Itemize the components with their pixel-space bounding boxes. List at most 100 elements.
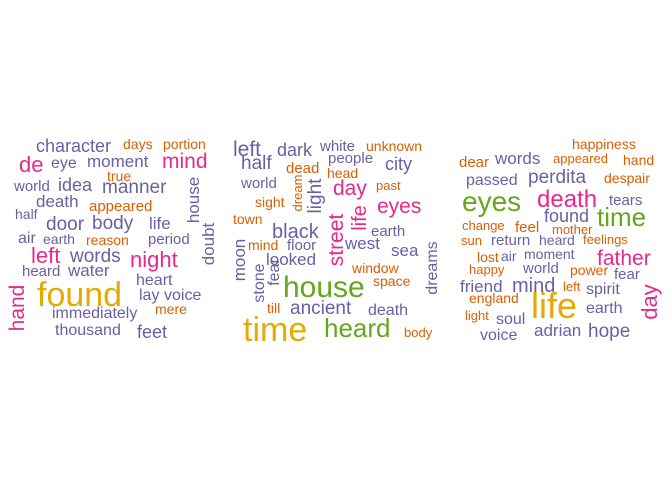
cloud-1-word-found: found (37, 276, 122, 314)
cloud-1-word-character: character (36, 136, 111, 156)
cloud-3-word-light: light (465, 308, 489, 323)
cloud-3-word-soul: soul (496, 311, 525, 328)
cloud-1-word-idea: idea (58, 175, 93, 195)
cloud-1-word-feet: feet (137, 322, 167, 342)
cloud-1-word-body: body (92, 213, 134, 234)
cloud-3-word-eyes: eyes (462, 186, 521, 217)
word-cloud-1: character days portion de eye moment mind true w… (6, 136, 218, 342)
cloud-2-word-white: white (319, 138, 355, 155)
cloud-1-word-earth: earth (43, 231, 75, 247)
cloud-1-word-air: air (18, 230, 36, 247)
cloud-3-word-spirit: spirit (586, 281, 620, 298)
cloud-1-word-days: days (123, 136, 153, 152)
cloud-2-word-light: light (305, 178, 326, 214)
cloud-2-word-left: left (233, 138, 261, 161)
cloud-3-word-earth: earth (586, 300, 622, 317)
cloud-3-word-england: england (469, 290, 519, 306)
cloud-2-word-sea: sea (391, 241, 419, 260)
cloud-2-word-ancient: ancient (290, 298, 352, 319)
cloud-3-word-death: death (537, 186, 597, 213)
cloud-2-word-life: life (349, 205, 371, 231)
cloud-2-word-house: house (283, 271, 365, 304)
cloud-1-word-house: house (184, 177, 203, 223)
cloud-3-word-world: world (522, 260, 559, 277)
cloud-3-word-time: time (597, 202, 646, 232)
cloud-1-word-reason: reason (86, 232, 129, 248)
cloud-3-word-voice: voice (480, 327, 517, 344)
cloud-1-word-de: de (19, 152, 43, 177)
cloud-2-word-sight: sight (255, 194, 285, 210)
cloud-2-word-dark: dark (277, 140, 313, 160)
cloud-3-word-moment: moment (524, 246, 575, 262)
cloud-1-word-words: words (69, 246, 121, 267)
cloud-1-word-period: period (148, 231, 190, 248)
cloud-3-word-left: left (563, 279, 581, 294)
cloud-2-word-past: past (376, 178, 401, 193)
cloud-3-word-despair: despair (604, 170, 650, 186)
cloud-2-word-looked: looked (266, 250, 316, 269)
cloud-2-word-earth: earth (371, 223, 405, 240)
cloud-3-word-dear: dear (459, 154, 489, 171)
cloud-2-word-fear: fear (266, 258, 283, 286)
cloud-2-word-death: death (368, 302, 408, 319)
cloud-1-word-mere: mere (155, 301, 187, 317)
cloud-3-word-appeared: appeared (553, 151, 608, 166)
cloud-1-word-left: left (31, 243, 60, 268)
cloud-3-word-found: found (544, 206, 589, 226)
cloud-3-word-friend: friend (460, 277, 503, 296)
word-cloud-3: happiness dear words appeared hand passed perd… (459, 136, 662, 344)
cloud-3-word-feelings: feelings (583, 232, 628, 247)
cloud-2-word-black: black (272, 221, 320, 243)
cloud-2-word-space: space (373, 273, 411, 289)
cloud-2-word-till: till (267, 300, 280, 316)
cloud-1-word-moment: moment (87, 152, 149, 171)
cloud-1-word-heart: heart (136, 272, 173, 289)
cloud-2-word-street: street (325, 214, 348, 267)
cloud-3-word-power: power (570, 262, 608, 278)
cloud-2-word-eyes: eyes (377, 195, 421, 218)
cloud-3-word-mind: mind (512, 275, 555, 297)
cloud-1-word-mind: mind (162, 150, 208, 173)
cloud-1-word-doubt: doubt (199, 222, 218, 265)
cloud-3-word-heard: heard (539, 232, 575, 248)
cloud-1-word-eye: eye (51, 155, 77, 172)
cloud-1-word-door: door (46, 214, 85, 235)
cloud-2-word-half: half (241, 153, 272, 174)
cloud-1-word-portion: portion (163, 136, 206, 152)
cloud-2-word-body: body (404, 325, 433, 340)
cloud-3-word-feel: feel (515, 219, 539, 236)
cloud-2-word-floor: floor (287, 237, 316, 254)
cloud-3-word-tears: tears (609, 192, 642, 209)
cloud-2-word-dreams: dreams (424, 241, 441, 294)
cloud-3-word-hope: hope (588, 321, 630, 342)
cloud-3-word-passed: passed (466, 172, 518, 189)
cloud-3-word-happy: happy (469, 262, 505, 277)
cloud-2-word-city: city (385, 154, 412, 174)
cloud-1-word-death: death (36, 192, 79, 211)
cloud-2-word-town: town (233, 211, 263, 227)
cloud-1-word-immediately: immediately (52, 305, 137, 322)
cloud-2-word-west: west (344, 234, 380, 253)
cloud-1-word-water: water (67, 261, 110, 280)
word-cloud-2: left dark white unknown half dead people city wo… (230, 138, 441, 349)
cloud-1-word-heard: heard (22, 263, 60, 280)
cloud-3-word-hand: hand (623, 152, 654, 168)
cloud-2-word-people: people (328, 150, 373, 167)
cloud-2-word-dead: dead (286, 160, 319, 177)
cloud-2-word-day: day (333, 177, 367, 200)
cloud-1-word-world: world (13, 178, 50, 195)
cloud-1-word-hand: hand (6, 285, 29, 332)
cloud-2-word-moon: moon (230, 239, 249, 282)
cloud-3-word-adrian: adrian (534, 321, 581, 340)
cloud-1-word-appeared: appeared (89, 198, 152, 215)
cloud-1-word-manner: manner (102, 177, 167, 198)
cloud-2-word-unknown: unknown (366, 138, 422, 154)
cloud-1-word-thousand: thousand (55, 322, 121, 339)
cloud-3-word-change: change (462, 218, 505, 233)
cloud-1-word-voice: voice (164, 287, 201, 304)
cloud-1-word-lay: lay (139, 287, 159, 304)
cloud-3-word-day: day (637, 284, 662, 319)
cloud-3-word-perdita: perdita (528, 167, 587, 188)
